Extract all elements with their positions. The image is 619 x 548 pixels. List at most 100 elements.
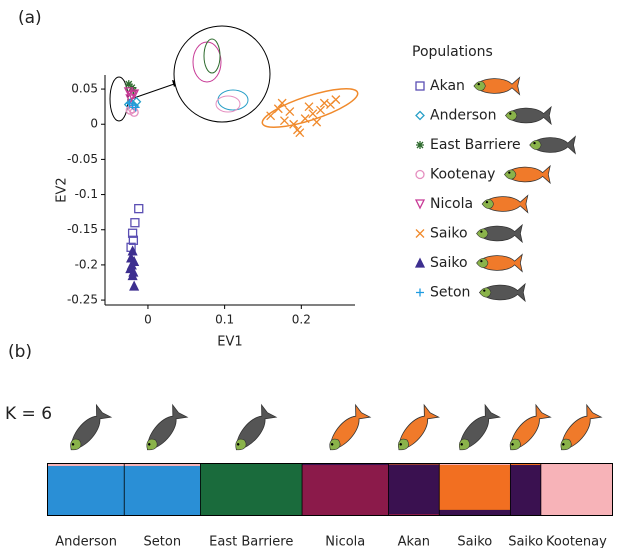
point <box>332 96 340 104</box>
group-label: Nicola <box>325 535 365 548</box>
group-label: East Barriere <box>209 535 293 548</box>
fish-icon <box>323 405 370 456</box>
figure: (a) EV1 EV2 Populations (b) K = 6 0.05 0 -… <box>0 0 619 548</box>
panel-label: (a) <box>18 8 42 28</box>
legend-label: Saiko <box>430 226 468 242</box>
ancestry-segment <box>302 464 388 465</box>
legend-label: Anderson <box>430 108 496 124</box>
y-tick-label: 0 <box>90 117 98 131</box>
ancestry-segment <box>302 465 388 515</box>
fish-head <box>474 81 485 90</box>
fish-icon <box>64 405 111 456</box>
fish-icon <box>140 405 187 456</box>
legend-label: Saiko <box>430 255 468 271</box>
legend-label: Seton <box>430 285 470 301</box>
ancestry-segment <box>388 514 439 515</box>
fish-icon <box>453 405 500 456</box>
ancestry-segment <box>510 465 540 515</box>
y-tick-label: -0.2 <box>75 257 98 271</box>
ancestry-segment <box>388 464 439 465</box>
fish-eye <box>509 112 511 114</box>
fish-icon <box>530 136 576 153</box>
fish-icon <box>477 225 523 242</box>
fish-icon <box>474 77 520 94</box>
point <box>305 103 313 111</box>
group-label: Anderson <box>55 535 117 548</box>
x-axis-label: EV1 <box>217 335 242 350</box>
legend-label: Kootenay <box>430 167 495 183</box>
fish-head <box>477 258 488 267</box>
legend-marker <box>416 171 424 179</box>
x-tick-label: 0 <box>144 313 152 327</box>
point <box>280 117 288 125</box>
ancestry-segment <box>388 465 439 514</box>
legend-marker <box>416 289 424 297</box>
ancestry-segment <box>48 464 124 466</box>
y-tick-label: -0.05 <box>67 152 98 166</box>
x-tick-label: 0.2 <box>292 313 311 327</box>
point <box>286 108 294 116</box>
fish-icon <box>504 405 551 456</box>
legend-title: Populations <box>412 44 493 60</box>
fish-head <box>482 199 493 208</box>
ancestry-segment <box>541 464 612 515</box>
legend-marker <box>416 259 424 267</box>
fish-head <box>480 288 491 297</box>
y-tick-label: -0.15 <box>67 222 98 236</box>
fish-eye <box>480 230 482 232</box>
legend-label: Akan <box>430 78 465 94</box>
fish-eye <box>486 201 488 203</box>
fish-eye <box>483 289 485 291</box>
point <box>130 282 138 290</box>
panel-label: (b) <box>8 342 32 362</box>
ancestry-segment <box>439 464 510 465</box>
ancestry-segment <box>439 510 510 515</box>
point <box>274 105 282 113</box>
x-tick-label: 0.1 <box>215 313 234 327</box>
point <box>293 126 301 134</box>
point <box>131 219 139 227</box>
group-label: Saiko <box>508 535 543 548</box>
fish-icon <box>506 107 552 124</box>
point <box>316 106 324 114</box>
fish-head <box>477 229 488 238</box>
k-label: K = 6 <box>5 404 52 424</box>
fish-eye <box>533 142 535 144</box>
fish-eye <box>508 171 510 173</box>
fish-icon <box>480 284 526 301</box>
fish-icon <box>477 254 523 271</box>
fish-eye <box>480 260 482 262</box>
group-label: Seton <box>144 535 182 548</box>
legend-marker <box>416 82 424 90</box>
fish-head <box>530 140 541 149</box>
fish-icon <box>229 405 276 456</box>
legend-marker <box>416 230 424 238</box>
group-label: Kootenay <box>546 535 607 548</box>
legend-marker <box>416 112 424 120</box>
point <box>135 205 143 213</box>
y-tick-label: 0.05 <box>71 82 98 96</box>
decorations <box>110 26 361 135</box>
point <box>313 118 321 126</box>
legend-marker <box>416 200 424 208</box>
point <box>309 110 317 118</box>
fish-head <box>505 170 516 179</box>
ancestry-segment <box>48 466 124 515</box>
ancestry-segment <box>439 465 510 510</box>
fish-icon <box>505 166 551 183</box>
ancestry-segment <box>124 466 200 515</box>
fish-icon <box>392 405 439 456</box>
legend-marker <box>416 141 424 149</box>
y-tick-label: -0.25 <box>67 293 98 307</box>
fish-eye <box>478 83 480 85</box>
fish-icon <box>482 195 528 212</box>
y-tick-label: -0.1 <box>75 187 98 201</box>
legend-label: Nicola <box>430 196 473 212</box>
y-axis-label: EV2 <box>55 177 70 202</box>
ancestry-segment <box>200 464 302 515</box>
fish-head <box>506 111 517 120</box>
fish-icon <box>554 405 601 456</box>
group-label: Akan <box>398 535 430 548</box>
group-label: Saiko <box>457 535 492 548</box>
legend-label: East Barriere <box>430 137 521 153</box>
